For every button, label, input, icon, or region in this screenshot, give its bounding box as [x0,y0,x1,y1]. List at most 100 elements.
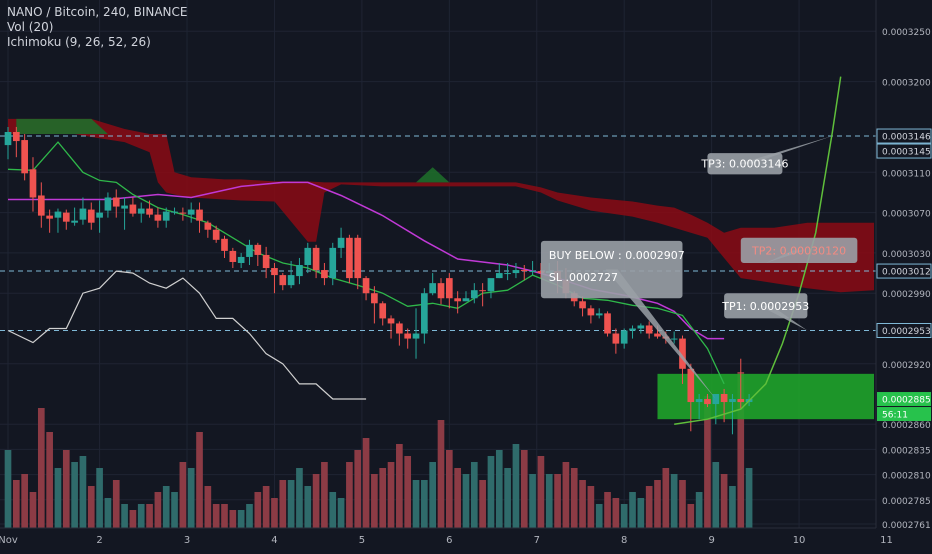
candle-body [87,209,95,223]
candle-body [421,293,428,334]
candle [512,262,520,279]
price-badge-level: 0.0003146 [876,128,932,144]
candle-body [154,214,162,221]
price-badge-label: 0.0003012 [882,268,931,278]
candle [279,273,287,291]
candle-body [312,247,320,271]
callout-box [707,153,783,175]
y-tick-label: 0.0002835 [882,446,931,456]
legend-symbol[interactable]: NANO / Bitcoin, 240, BINANCE [7,5,188,19]
volume-bar [454,468,461,528]
volume-bar [12,480,20,528]
tp2-label: TP2: 0.00030120 [751,244,846,257]
volume-bar [354,450,362,528]
volume-bar [154,492,162,528]
candle-body [504,273,511,275]
candle [162,207,170,228]
y-tick-label: 0.0002761 [882,521,931,531]
candle-body [254,244,262,255]
candle [179,207,187,221]
candle [479,283,486,307]
volume-bar [212,504,220,528]
volume-bar [237,510,245,528]
x-tick-label: 3 [184,535,190,546]
callout-tp2[interactable]: TP2: 0.00030120 [740,237,858,263]
candle-body [54,211,62,218]
volume-bar [171,492,178,528]
candle [196,202,203,233]
candle-body [296,265,303,277]
candle [404,328,412,349]
candle-body [695,399,703,403]
volume-bar [279,480,287,528]
candle-body [79,208,87,220]
price-badge-box [877,392,931,407]
candle-body [620,330,628,344]
volume-bar [329,492,337,528]
tp3-label: TP3: 0.0003146 [700,158,788,171]
volume-bar [362,438,370,528]
candle-body [162,211,170,221]
candle [604,311,611,337]
volume-bar [387,462,395,528]
legend-volume[interactable]: Vol (20) [7,20,54,34]
candle-body [196,209,203,221]
volume-bar [21,474,28,528]
candle-body [412,333,420,339]
volume-bar [379,468,387,528]
candle-body [346,237,353,279]
volume-bar [187,468,195,528]
candle-body [445,278,453,299]
candle-body [654,333,661,337]
candle-body [604,313,611,334]
candle [254,242,262,267]
candle [171,207,178,215]
candle [129,197,137,217]
candle-body [379,303,387,319]
price-badge-level: 0.0003145 [876,143,932,159]
candle [354,234,362,290]
volume-bar [504,468,511,528]
candle [737,358,745,410]
candle-body [670,338,678,340]
y-tick-label: 0.0003250 [882,28,931,38]
callout-buy[interactable]: BUY BELOW : 0.0002907 SL .0002727 [540,240,716,400]
candle-body [679,338,686,369]
callout-tp3[interactable]: TP3: 0.0003146 [700,136,833,175]
volume-bar [704,396,711,528]
candle [379,301,387,326]
candle-body [595,313,603,316]
candle-body [579,301,586,309]
candle-body [46,215,53,219]
candle [437,278,445,305]
candle [154,207,162,228]
callout-tp1[interactable]: TP1: 0.0002953 [721,293,809,331]
volume-bar [604,492,611,528]
candle-body [137,208,145,214]
time-axis-bg [0,528,932,550]
legend-ichimoku[interactable]: Ichimoku (9, 26, 52, 26) [7,35,151,49]
y-tick-label: 0.0002785 [882,497,931,507]
candle [729,393,736,435]
candle-body [337,237,345,248]
volume-bar [462,474,470,528]
candle-body [171,211,178,213]
volume-bar [304,486,312,528]
volume-bar [612,498,620,528]
candle [29,157,37,212]
ichimoku-cloud-bullish [16,118,108,134]
kijun-line [8,181,725,340]
volume-bar [670,474,678,528]
candle-body [454,298,461,302]
volume-bar [437,420,445,528]
candle-body [637,325,645,329]
volume-bar [162,486,170,528]
candle-body [520,270,528,272]
candle-body [279,275,287,286]
candle [612,328,620,354]
candle-body [129,204,137,214]
candle [720,388,728,423]
volume-bar [587,486,595,528]
